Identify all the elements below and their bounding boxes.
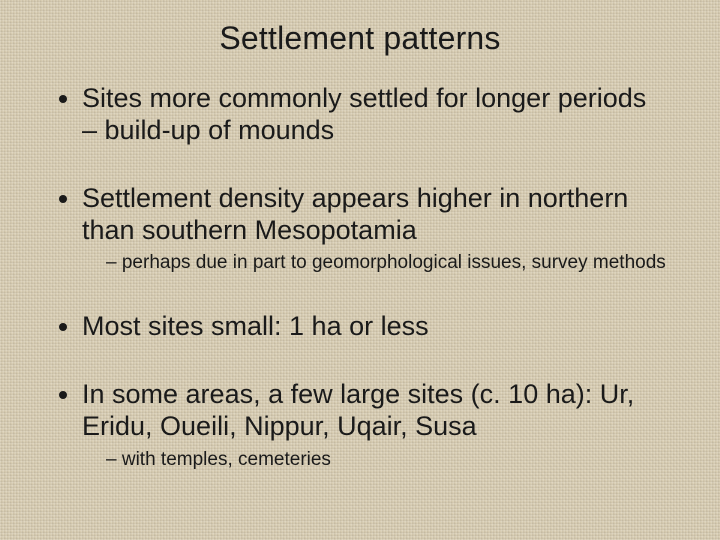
bullet-text: Sites more commonly settled for longer p…	[82, 83, 646, 145]
bullet-item: Settlement density appears higher in nor…	[82, 183, 666, 276]
bullet-item: Sites more commonly settled for longer p…	[82, 83, 666, 147]
bullet-list: Sites more commonly settled for longer p…	[54, 83, 666, 472]
sub-bullet-item: perhaps due in part to geomorphological …	[106, 252, 666, 275]
sub-bullet-list: perhaps due in part to geomorphological …	[82, 252, 666, 275]
bullet-item: Most sites small: 1 ha or less	[82, 311, 666, 343]
slide-title: Settlement patterns	[54, 20, 666, 57]
bullet-text: In some areas, a few large sites (c. 10 …	[82, 379, 634, 441]
sub-bullet-item: with temples, cemeteries	[106, 449, 666, 472]
bullet-text: Settlement density appears higher in nor…	[82, 183, 628, 245]
sub-bullet-text: with temples, cemeteries	[122, 449, 331, 470]
sub-bullet-list: with temples, cemeteries	[82, 449, 666, 472]
bullet-text: Most sites small: 1 ha or less	[82, 311, 429, 341]
sub-bullet-text: perhaps due in part to geomorphological …	[122, 252, 666, 273]
bullet-item: In some areas, a few large sites (c. 10 …	[82, 379, 666, 472]
